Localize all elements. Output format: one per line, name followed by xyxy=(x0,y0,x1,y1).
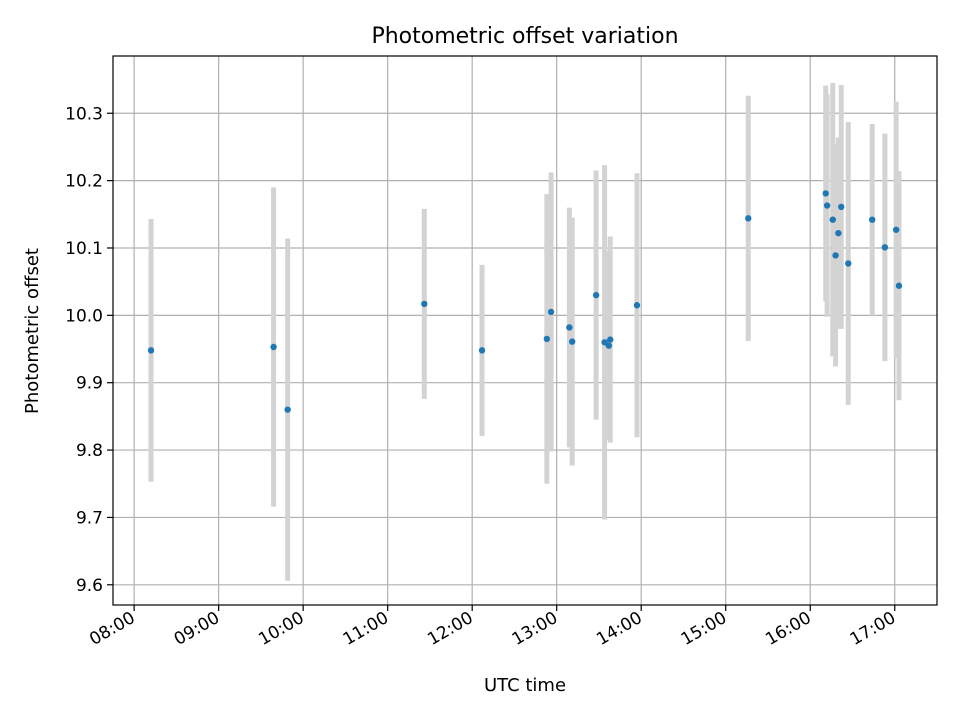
x-tick-label: 14:00 xyxy=(593,608,645,650)
grid-layer xyxy=(113,56,937,605)
y-tick-label: 10.0 xyxy=(65,306,103,326)
data-point xyxy=(607,336,614,343)
chart-title: Photometric offset variation xyxy=(371,24,678,49)
data-point xyxy=(869,216,876,223)
data-point xyxy=(568,338,576,345)
y-tick-label: 9.9 xyxy=(76,374,103,394)
data-point xyxy=(566,324,573,331)
x-tick-label: 12:00 xyxy=(424,608,476,650)
data-point xyxy=(835,229,842,237)
data-point xyxy=(745,215,752,222)
y-tick-label: 9.7 xyxy=(76,508,103,528)
x-tick-label: 11:00 xyxy=(340,608,392,650)
x-tick-label: 08:00 xyxy=(86,608,138,650)
data-point xyxy=(605,342,613,349)
x-tick-label: 16:00 xyxy=(762,608,814,650)
data-point xyxy=(547,308,555,316)
data-point xyxy=(270,343,277,351)
data-point xyxy=(147,347,155,354)
data-point xyxy=(633,302,641,309)
y-axis-label: Photometric offset xyxy=(22,248,43,414)
data-point xyxy=(478,347,486,354)
x-axis-label: UTC time xyxy=(484,675,566,696)
x-tick-label: 10:00 xyxy=(255,608,307,650)
data-point xyxy=(543,335,551,343)
x-tick-label: 17:00 xyxy=(847,608,899,650)
data-point xyxy=(832,252,839,259)
y-tick-label: 9.8 xyxy=(76,441,103,461)
data-point xyxy=(284,406,291,413)
data-point xyxy=(892,226,900,233)
plot-frame xyxy=(112,55,938,606)
y-tick-label: 10.1 xyxy=(65,239,103,259)
x-axis: 08:00 09:00 10:00 11:00 12:00 13:00 14:00 15:00… xyxy=(86,605,899,650)
x-tick-label: 13:00 xyxy=(509,608,561,650)
data-point xyxy=(838,203,845,211)
y-tick-label: 10.2 xyxy=(65,172,103,192)
data-point xyxy=(592,291,600,299)
y-tick-label: 9.6 xyxy=(76,576,103,596)
data-point xyxy=(421,300,428,308)
x-tick-label: 15:00 xyxy=(678,608,730,650)
errorbar-layer xyxy=(148,82,902,581)
point-layer xyxy=(147,190,903,413)
data-point xyxy=(829,216,836,223)
data-point xyxy=(845,260,852,267)
y-axis: 9.6 9.7 9.8 9.9 10.0 10.1 10.2 10.3 xyxy=(65,104,113,596)
x-tick-label: 09:00 xyxy=(171,608,223,650)
data-point xyxy=(881,244,889,251)
data-point xyxy=(823,202,831,209)
data-point xyxy=(822,190,829,197)
data-point xyxy=(895,282,903,289)
y-tick-label: 10.3 xyxy=(65,104,103,124)
